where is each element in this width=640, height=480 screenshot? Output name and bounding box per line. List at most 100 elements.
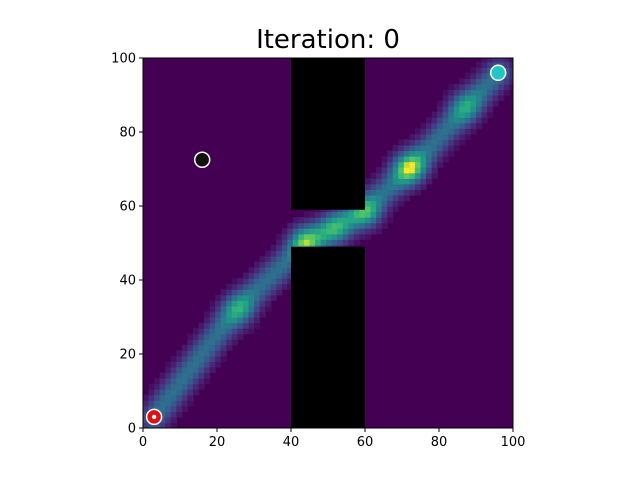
heatmap-cell — [431, 128, 438, 135]
heatmap-cell — [176, 411, 183, 418]
heatmap-cell — [187, 394, 194, 401]
heatmap-cell — [470, 111, 477, 118]
heatmap-cell — [403, 144, 410, 152]
heatmap-cell — [237, 317, 244, 324]
x-tick-label: 80 — [431, 435, 448, 450]
heatmap-cell — [509, 61, 513, 68]
heatmap-cell — [237, 300, 244, 307]
heatmap-cell — [459, 106, 466, 113]
heatmap-cell — [503, 89, 510, 96]
heatmap-cell — [265, 283, 272, 290]
heatmap-cell — [476, 111, 483, 118]
heatmap-cell — [442, 89, 449, 96]
heatmap-cell — [181, 400, 188, 407]
heatmap-cell — [320, 211, 327, 218]
heatmap-cell — [437, 150, 444, 157]
heatmap-cell — [176, 394, 183, 401]
heatmap-cell — [276, 255, 283, 263]
start-marker-center — [151, 414, 157, 420]
heatmap-cell — [192, 350, 200, 357]
heatmap-cell — [226, 328, 233, 335]
heatmap-cell — [154, 389, 161, 396]
heatmap-cell — [254, 322, 261, 329]
heatmap-cell — [392, 178, 399, 185]
heatmap-cell — [453, 111, 460, 118]
heatmap-cell — [409, 161, 416, 168]
heatmap-cell — [470, 67, 477, 74]
heatmap-cell — [204, 339, 211, 346]
heatmap-cell — [265, 272, 272, 279]
heatmap-cell — [259, 294, 266, 301]
heatmap-cell — [270, 294, 277, 301]
heatmap-cell — [353, 228, 361, 235]
heatmap-cell — [215, 294, 222, 301]
heatmap-cell — [231, 339, 238, 346]
heatmap-cell — [226, 305, 233, 313]
heatmap-cell — [303, 228, 311, 235]
heatmap-cell — [337, 217, 344, 224]
heatmap-cell — [170, 372, 177, 379]
heatmap-cell — [398, 178, 405, 185]
heatmap-cell — [409, 144, 416, 152]
heatmap-cell — [387, 206, 394, 213]
heatmap-cell — [448, 139, 455, 146]
heatmap-cell — [215, 344, 222, 351]
heatmap-cell — [442, 122, 449, 129]
heatmap-cell — [276, 244, 283, 251]
heatmap-cell — [143, 394, 150, 401]
heatmap-cell — [254, 311, 261, 318]
heatmap-cell — [442, 150, 449, 157]
heatmap-cell — [209, 317, 216, 324]
heatmap-cell — [420, 172, 427, 179]
heatmap-cell — [315, 233, 322, 240]
heatmap-cell — [265, 294, 272, 301]
heatmap-cell — [392, 200, 399, 207]
heatmap-cell — [420, 122, 427, 129]
heatmap-cell — [265, 255, 272, 263]
obstacle — [291, 58, 365, 210]
heatmap-cell — [270, 289, 277, 296]
heatmap-cell — [431, 139, 438, 146]
heatmap-cell — [281, 261, 288, 268]
heatmap-cell — [509, 83, 513, 91]
heatmap-cell — [215, 361, 222, 368]
heatmap-cell — [481, 106, 488, 113]
heatmap-cell — [414, 172, 422, 179]
heatmap-cell — [181, 350, 188, 357]
heatmap-cell — [392, 150, 399, 157]
heatmap-cell — [276, 250, 283, 257]
heatmap-cell — [254, 317, 261, 324]
heatmap-cell — [209, 355, 216, 362]
heatmap-cell — [265, 250, 272, 257]
heatmap-cell — [231, 294, 238, 301]
heatmap-cell — [414, 144, 422, 152]
heatmap-cell — [487, 61, 494, 68]
heatmap-cell — [198, 361, 205, 368]
heatmap-cell — [259, 267, 266, 274]
heatmap-cell — [492, 100, 499, 107]
heatmap-cell — [287, 272, 294, 279]
heatmap-cell — [159, 378, 166, 385]
heatmap-cell — [464, 72, 472, 79]
heatmap-cell — [348, 233, 355, 240]
heatmap-cell — [231, 322, 238, 329]
heatmap-cell — [365, 200, 372, 207]
heatmap-cell — [187, 366, 194, 374]
heatmap-cell — [448, 83, 455, 91]
heatmap-cell — [176, 372, 183, 379]
heatmap-cell — [231, 317, 238, 324]
heatmap-cell — [165, 372, 172, 379]
heatmap-cell — [265, 289, 272, 296]
heatmap-cell — [487, 58, 494, 63]
heatmap-cell — [376, 228, 383, 235]
heatmap-cell — [287, 261, 294, 268]
heatmap-cell — [376, 200, 383, 207]
heatmap-cell — [215, 317, 222, 324]
heatmap-cell — [143, 411, 150, 418]
heatmap-cell — [431, 144, 438, 152]
heatmap-cell — [448, 128, 455, 135]
heatmap-cell — [392, 156, 399, 163]
heatmap-cell — [470, 95, 477, 102]
heatmap-cell — [320, 233, 327, 240]
heatmap-cell — [170, 361, 177, 368]
